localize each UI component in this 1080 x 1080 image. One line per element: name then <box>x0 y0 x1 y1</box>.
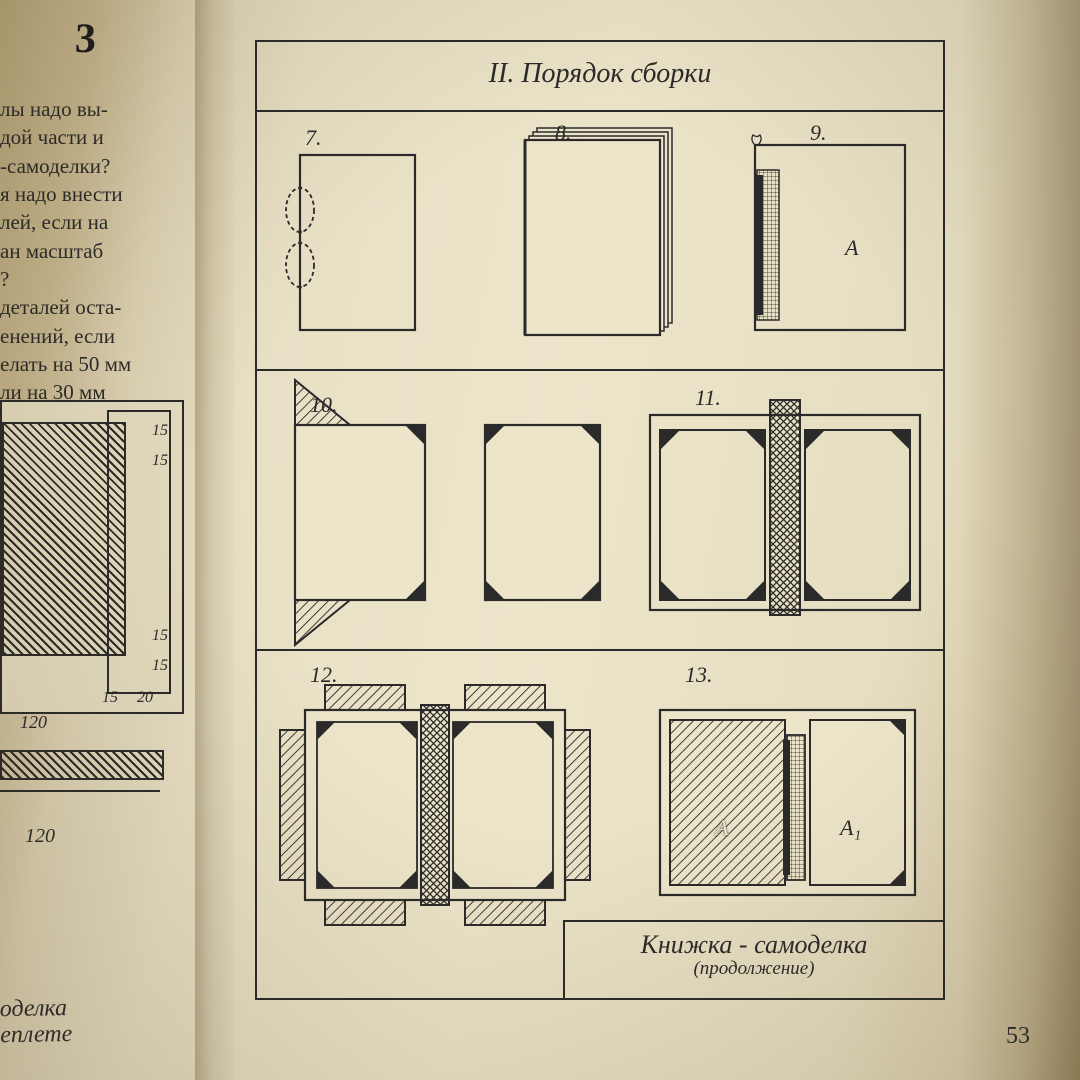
left-diagram-1: 15 15 15 15 15 20 <box>0 400 184 714</box>
caption-box: Книжка - самоделка (продолжение) <box>563 920 943 998</box>
dimension-width: 120 <box>20 712 47 733</box>
text-line: дой части и <box>0 123 180 151</box>
step-9 <box>752 135 905 330</box>
right-edge-shadow <box>960 0 1080 1080</box>
step-number-13: 13. <box>685 662 713 688</box>
caption-main: Книжка - самоделка <box>565 930 943 960</box>
left-text-fragment: лы надо вы- дой части и -самоделки? я на… <box>0 95 180 407</box>
left-page: 3 лы надо вы- дой части и -самоделки? я … <box>0 0 210 1080</box>
assembly-diagram-svg <box>255 40 945 1000</box>
dim-line <box>0 790 160 792</box>
text-line: деталей оста- <box>0 293 180 321</box>
text-line: ? <box>0 265 180 293</box>
left-diagram-2 <box>0 750 180 820</box>
dimension: 20 <box>137 689 153 707</box>
page-number: 53 <box>1006 1023 1030 1050</box>
right-page: II. Порядок сборки <box>255 40 945 1000</box>
label-A1-step13: А₁ <box>840 815 861 841</box>
step-number-10: 10. <box>310 392 338 418</box>
step-number-12: 12. <box>310 662 338 688</box>
step-11 <box>650 400 920 615</box>
step-number-9: 9. <box>810 120 827 146</box>
dimension-width: 120 <box>25 825 55 848</box>
hatched-stripe <box>0 750 164 780</box>
dimension: 15 <box>152 657 168 675</box>
step-number-11: 11. <box>695 385 721 411</box>
step-12 <box>280 685 590 925</box>
left-caption: оделка еплете <box>0 994 140 1049</box>
dimension: 15 <box>152 422 168 440</box>
dimension: 15 <box>152 627 168 645</box>
text-line: -самоделки? <box>0 152 180 180</box>
label-A-step9: А <box>845 235 858 261</box>
step-13 <box>660 710 915 895</box>
text-line: лей, если на <box>0 208 180 236</box>
caption-line: оделка <box>0 995 67 1022</box>
caption-sub: (продолжение) <box>565 958 943 980</box>
text-line: я надо внести <box>0 180 180 208</box>
text-line: енений, если <box>0 322 180 350</box>
step-8 <box>525 128 672 335</box>
step-number-7: 7. <box>305 125 322 151</box>
dimension: 15 <box>152 452 168 470</box>
label-A-step13: А <box>715 815 728 841</box>
text-line: ан масштаб <box>0 237 180 265</box>
step-number-8: 8. <box>555 120 572 146</box>
text-line: елать на 50 мм <box>0 350 180 378</box>
step-10 <box>295 380 600 645</box>
caption-line: еплете <box>0 1021 72 1048</box>
text-line: лы надо вы- <box>0 95 180 123</box>
step-7 <box>286 155 415 330</box>
chapter-number: 3 <box>74 15 97 63</box>
dimension: 15 <box>102 689 118 707</box>
